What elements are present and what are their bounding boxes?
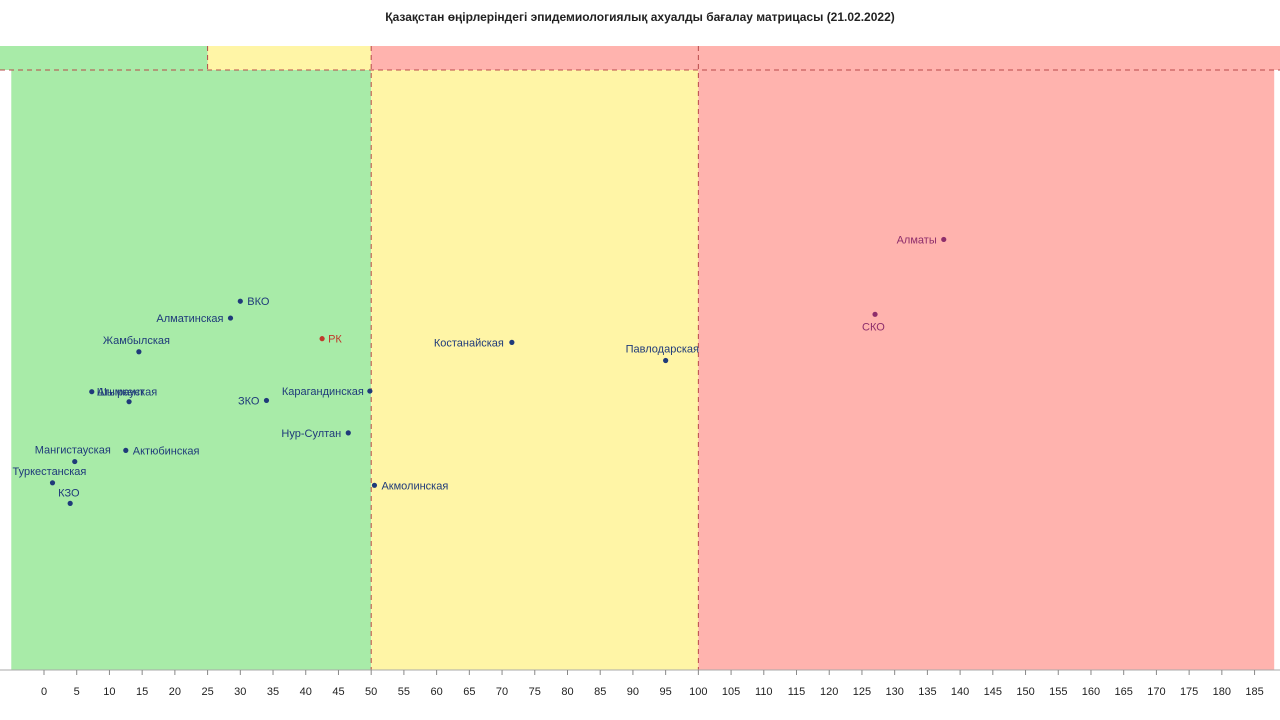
point-marker: [263, 397, 270, 404]
x-tick-label-130: 130: [885, 686, 903, 698]
point-marker: [371, 482, 378, 488]
x-tick-label-5: 5: [74, 686, 80, 698]
x-tick-label-50: 50: [365, 686, 377, 698]
x-tick-label-105: 105: [722, 686, 740, 698]
zone-0: [11, 70, 372, 670]
x-tick-label-150: 150: [1016, 686, 1034, 698]
x-tick-label-65: 65: [463, 686, 475, 698]
x-tick-label-120: 120: [820, 686, 838, 698]
point-label: Костанайская: [434, 337, 504, 349]
x-tick-label-20: 20: [169, 686, 181, 698]
point-label: Акмолинская: [381, 480, 448, 492]
point-label: ВКО: [247, 296, 270, 308]
x-tick-label-140: 140: [951, 686, 969, 698]
point-label: КЗО: [58, 487, 80, 499]
x-tick-label-90: 90: [627, 686, 639, 698]
x-tick-label-75: 75: [529, 686, 541, 698]
point-label: РК: [328, 334, 342, 346]
zone-1: [371, 70, 699, 670]
point-label: Жамбылская: [103, 335, 170, 347]
point-label: Актюбинская: [133, 445, 200, 457]
point-label: Нур-Султан: [281, 428, 341, 440]
x-tick-label-35: 35: [267, 686, 279, 698]
x-tick-label-125: 125: [853, 686, 871, 698]
x-tick-label-45: 45: [332, 686, 344, 698]
x-tick-label-85: 85: [594, 686, 606, 698]
x-tick-label-0: 0: [41, 686, 47, 698]
point-marker: [237, 298, 243, 304]
x-tick-label-115: 115: [788, 686, 806, 698]
x-tick-label-60: 60: [430, 686, 442, 698]
point-label: Карагандинская: [282, 386, 364, 398]
point-marker: [663, 357, 669, 364]
x-tick-label-25: 25: [201, 686, 213, 698]
x-tick-label-160: 160: [1082, 686, 1100, 698]
point-label: СКО: [862, 321, 885, 333]
point-marker: [72, 458, 78, 465]
x-tick-label-10: 10: [103, 686, 115, 698]
point-marker: [49, 480, 56, 486]
top-band-green: [0, 46, 208, 70]
point-label: Алматинская: [156, 313, 223, 325]
point-marker: [941, 236, 947, 243]
point-label: Мангистауская: [35, 445, 111, 457]
point-marker: [319, 336, 325, 342]
x-tick-label-180: 180: [1213, 686, 1231, 698]
point-marker: [509, 339, 515, 345]
point-marker: [136, 349, 142, 355]
zone-2: [698, 70, 1275, 670]
x-tick-label-155: 155: [1049, 686, 1067, 698]
x-tick-label-185: 185: [1245, 686, 1263, 698]
x-tick-label-170: 170: [1147, 686, 1165, 698]
point-marker: [126, 399, 132, 405]
point-label: ЗКО: [238, 395, 260, 407]
x-tick-label-80: 80: [561, 686, 573, 698]
point-label: Атырауская: [97, 387, 157, 399]
point-label: Туркестанская: [13, 466, 87, 478]
x-tick-label-95: 95: [660, 686, 672, 698]
x-tick-label-40: 40: [300, 686, 312, 698]
x-tick-label-100: 100: [689, 686, 707, 698]
point-marker: [367, 388, 373, 394]
point-marker: [872, 311, 878, 317]
x-tick-label-145: 145: [984, 686, 1002, 698]
point-marker: [67, 500, 73, 506]
point-marker: [227, 315, 234, 321]
x-tick-label-165: 165: [1115, 686, 1133, 698]
point-label: Павлодарская: [626, 343, 699, 355]
point-marker: [123, 447, 129, 453]
x-tick-label-70: 70: [496, 686, 508, 698]
x-tick-label-175: 175: [1180, 686, 1198, 698]
x-tick-label-30: 30: [234, 686, 246, 698]
x-tick-label-135: 135: [918, 686, 936, 698]
x-tick-label-55: 55: [398, 686, 410, 698]
point-marker: [89, 389, 95, 395]
top-band-red: [371, 46, 1280, 70]
x-tick-label-15: 15: [136, 686, 148, 698]
chart-title: Қазақстан өңірлеріндегі эпидемиологиялық…: [385, 10, 895, 24]
point-marker: [345, 430, 351, 436]
top-band-yellow: [207, 46, 372, 70]
point-label: Алматы: [897, 234, 937, 246]
point-label: Шымкент: [97, 387, 145, 399]
x-tick-label-110: 110: [755, 686, 773, 698]
